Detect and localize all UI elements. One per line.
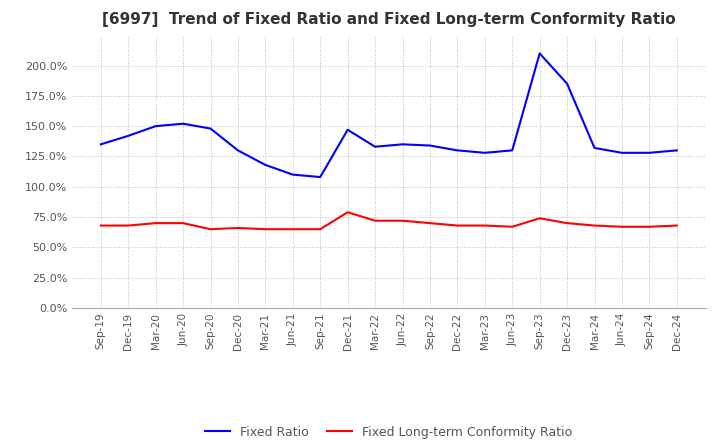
- Fixed Ratio: [426, 143, 434, 148]
- Fixed Long-term Conformity Ratio: [316, 227, 325, 232]
- Fixed Long-term Conformity Ratio: [426, 220, 434, 226]
- Fixed Long-term Conformity Ratio: [371, 218, 379, 224]
- Fixed Long-term Conformity Ratio: [233, 225, 242, 231]
- Fixed Long-term Conformity Ratio: [151, 220, 160, 226]
- Fixed Ratio: [151, 124, 160, 129]
- Fixed Ratio: [233, 148, 242, 153]
- Fixed Long-term Conformity Ratio: [618, 224, 626, 229]
- Legend: Fixed Ratio, Fixed Long-term Conformity Ratio: Fixed Ratio, Fixed Long-term Conformity …: [200, 421, 577, 440]
- Title: [6997]  Trend of Fixed Ratio and Fixed Long-term Conformity Ratio: [6997] Trend of Fixed Ratio and Fixed Lo…: [102, 12, 675, 27]
- Fixed Ratio: [124, 133, 132, 139]
- Fixed Long-term Conformity Ratio: [206, 227, 215, 232]
- Fixed Long-term Conformity Ratio: [536, 216, 544, 221]
- Fixed Long-term Conformity Ratio: [261, 227, 270, 232]
- Fixed Ratio: [645, 150, 654, 155]
- Fixed Ratio: [316, 174, 325, 180]
- Fixed Ratio: [96, 142, 105, 147]
- Fixed Long-term Conformity Ratio: [343, 209, 352, 215]
- Fixed Long-term Conformity Ratio: [96, 223, 105, 228]
- Fixed Ratio: [536, 51, 544, 56]
- Fixed Long-term Conformity Ratio: [398, 218, 407, 224]
- Fixed Ratio: [289, 172, 297, 177]
- Fixed Long-term Conformity Ratio: [645, 224, 654, 229]
- Fixed Long-term Conformity Ratio: [563, 220, 572, 226]
- Fixed Ratio: [480, 150, 489, 155]
- Fixed Ratio: [453, 148, 462, 153]
- Fixed Ratio: [179, 121, 187, 126]
- Fixed Ratio: [672, 148, 681, 153]
- Fixed Long-term Conformity Ratio: [508, 224, 516, 229]
- Fixed Ratio: [590, 145, 599, 150]
- Fixed Long-term Conformity Ratio: [453, 223, 462, 228]
- Fixed Ratio: [343, 127, 352, 132]
- Fixed Long-term Conformity Ratio: [480, 223, 489, 228]
- Fixed Long-term Conformity Ratio: [672, 223, 681, 228]
- Fixed Ratio: [261, 162, 270, 168]
- Fixed Ratio: [563, 81, 572, 86]
- Fixed Long-term Conformity Ratio: [289, 227, 297, 232]
- Fixed Ratio: [618, 150, 626, 155]
- Fixed Ratio: [206, 126, 215, 131]
- Fixed Long-term Conformity Ratio: [590, 223, 599, 228]
- Fixed Ratio: [508, 148, 516, 153]
- Line: Fixed Long-term Conformity Ratio: Fixed Long-term Conformity Ratio: [101, 212, 677, 229]
- Fixed Ratio: [398, 142, 407, 147]
- Fixed Long-term Conformity Ratio: [124, 223, 132, 228]
- Fixed Ratio: [371, 144, 379, 150]
- Line: Fixed Ratio: Fixed Ratio: [101, 53, 677, 177]
- Fixed Long-term Conformity Ratio: [179, 220, 187, 226]
